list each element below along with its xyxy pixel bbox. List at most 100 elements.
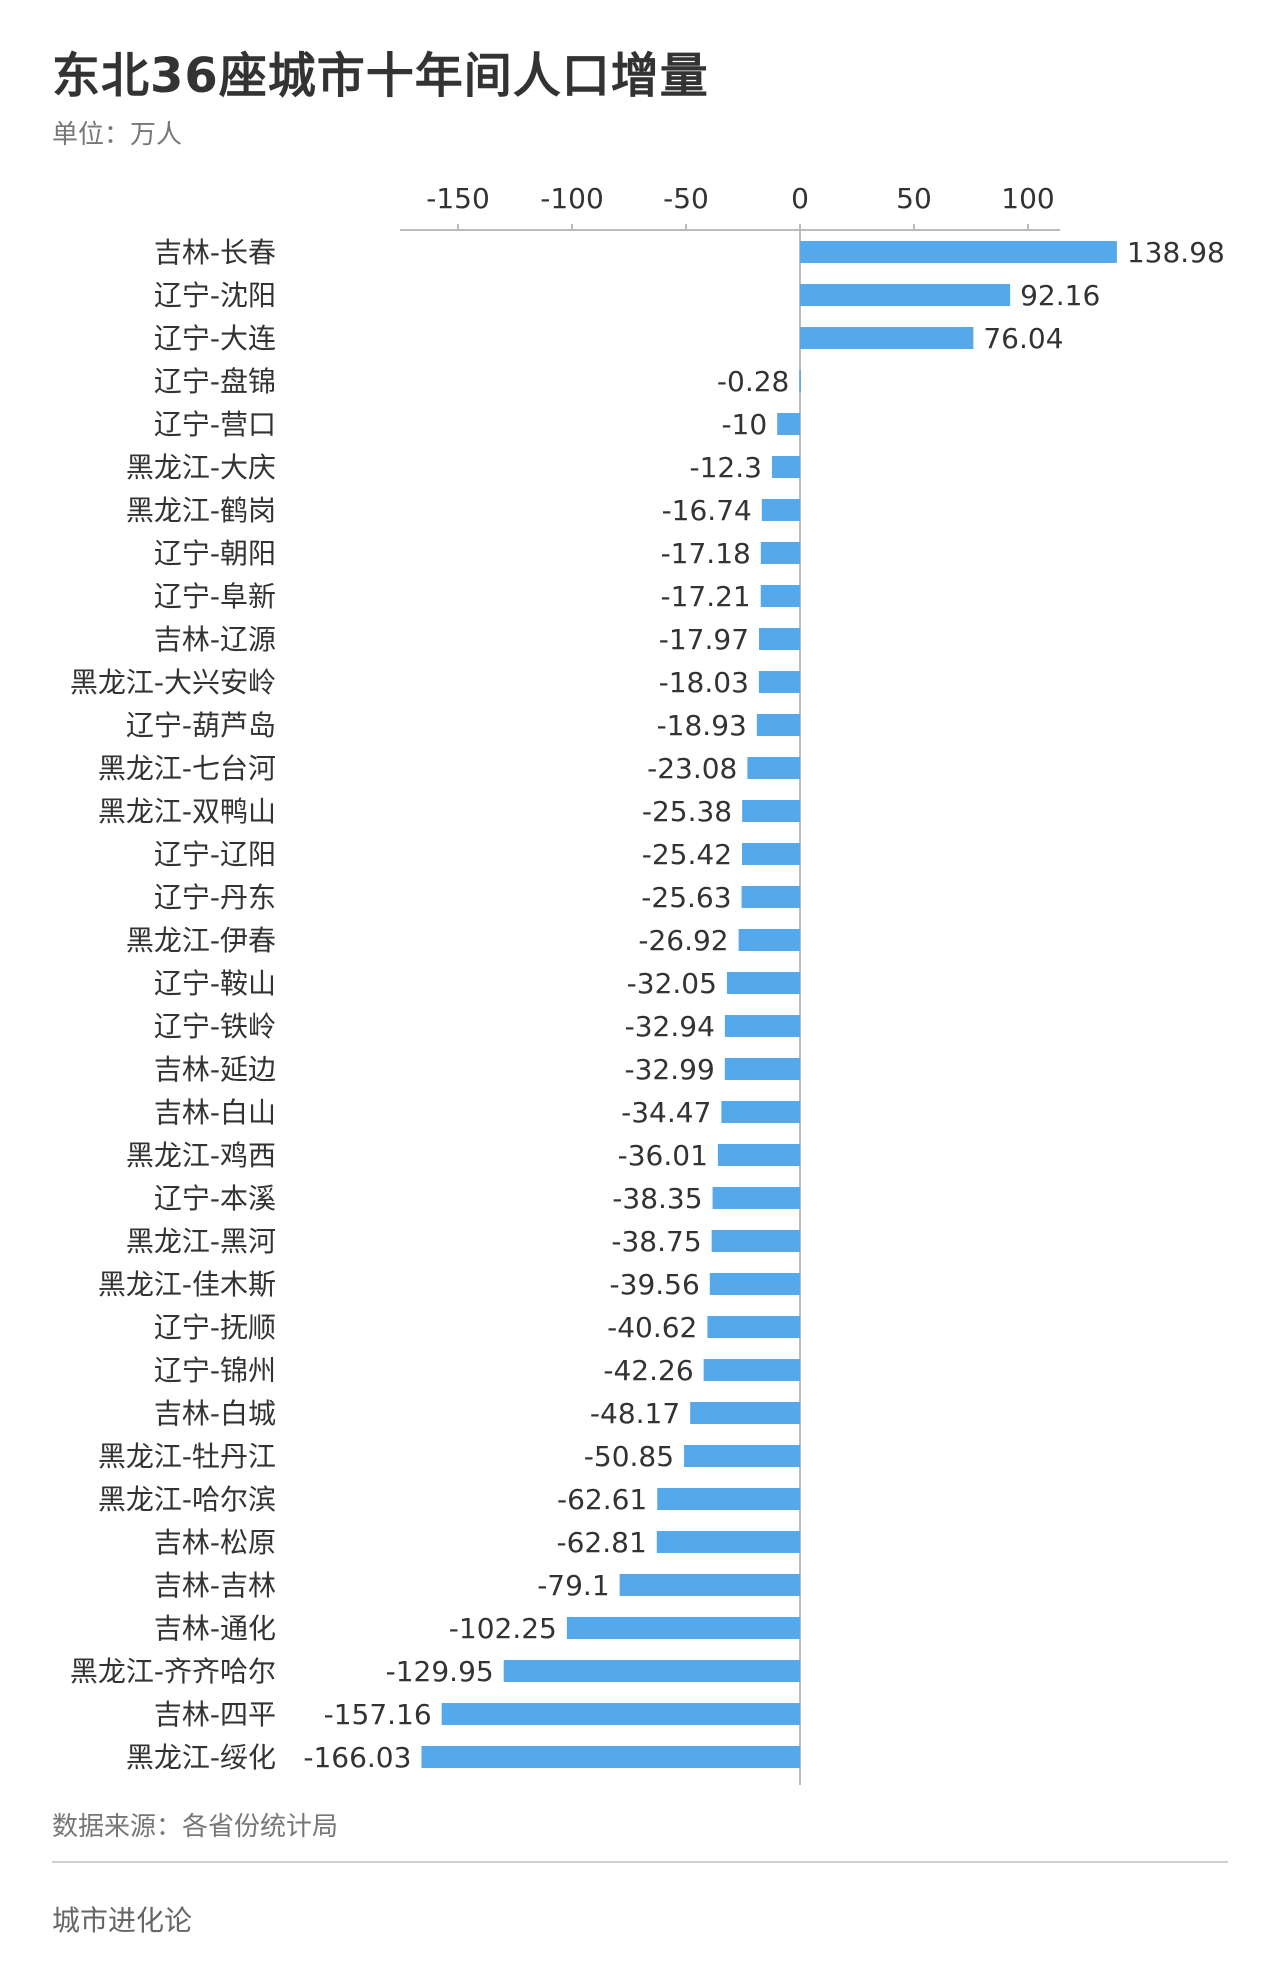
- value-label: 92.16: [1020, 279, 1100, 312]
- value-label: -48.17: [590, 1397, 680, 1430]
- bar: [656, 1531, 800, 1553]
- value-label: -40.62: [607, 1311, 697, 1344]
- bar-chart: -150 -100 -50 0 50 100 吉林-长春 138.98 辽宁-沈阳 92.16 辽…: [70, 182, 1225, 1785]
- value-label: -25.42: [642, 838, 732, 871]
- category-label: 吉林-松原: [154, 1526, 276, 1559]
- bar: [742, 843, 800, 865]
- category-label: 吉林-长春: [154, 236, 276, 269]
- value-label: -32.99: [625, 1053, 715, 1086]
- bar: [717, 1144, 800, 1166]
- bar: [726, 972, 800, 994]
- value-label: -32.94: [625, 1010, 715, 1043]
- category-label: 黑龙江-鸡西: [126, 1139, 276, 1172]
- brand-name: 城市进化论: [52, 1904, 193, 1937]
- bar: [741, 886, 800, 908]
- value-label: 76.04: [983, 322, 1063, 355]
- category-label: 黑龙江-伊春: [126, 924, 276, 957]
- x-tick-label: -150: [426, 182, 490, 215]
- bar: [760, 585, 800, 607]
- bar: [421, 1746, 800, 1768]
- value-label: -17.97: [659, 623, 749, 656]
- bar: [800, 284, 1011, 306]
- bar: [703, 1359, 800, 1381]
- bar: [777, 413, 800, 435]
- category-label: 黑龙江-哈尔滨: [98, 1483, 276, 1516]
- bar: [747, 757, 800, 779]
- value-label: -166.03: [303, 1741, 411, 1774]
- bar: [657, 1488, 800, 1510]
- bar: [800, 327, 974, 349]
- bar: [684, 1445, 800, 1467]
- category-label: 辽宁-铁岭: [154, 1010, 276, 1043]
- value-label: -12.3: [690, 451, 762, 484]
- bar: [707, 1316, 800, 1338]
- category-label: 黑龙江-齐齐哈尔: [70, 1655, 276, 1688]
- category-label: 辽宁-本溪: [154, 1182, 276, 1215]
- bar: [724, 1015, 800, 1037]
- bar: [759, 628, 800, 650]
- value-label: 138.98: [1127, 236, 1225, 269]
- bar: [799, 370, 801, 392]
- value-label: -25.63: [641, 881, 731, 914]
- chart-title: 东北36座城市十年间人口增量: [52, 48, 709, 104]
- data-source: 数据来源：各省份统计局: [52, 1812, 339, 1842]
- category-label: 辽宁-葫芦岛: [126, 709, 276, 742]
- bar: [760, 542, 800, 564]
- value-label: -50.85: [584, 1440, 674, 1473]
- bar: [566, 1617, 800, 1639]
- category-label: 辽宁-锦州: [154, 1354, 276, 1387]
- category-label: 黑龙江-绥化: [126, 1741, 276, 1774]
- bar: [690, 1402, 800, 1424]
- category-label: 黑龙江-双鸭山: [98, 795, 276, 828]
- value-label: -36.01: [618, 1139, 708, 1172]
- bar: [771, 456, 800, 478]
- bar: [709, 1273, 800, 1295]
- bar: [724, 1058, 800, 1080]
- category-label: 辽宁-丹东: [154, 881, 276, 914]
- x-tick-label: -100: [540, 182, 604, 215]
- value-label: -102.25: [449, 1612, 557, 1645]
- category-label: 辽宁-阜新: [154, 580, 276, 613]
- unit-label: 单位：万人: [52, 120, 183, 150]
- bar: [761, 499, 800, 521]
- bar: [738, 929, 800, 951]
- category-label: 辽宁-沈阳: [154, 279, 276, 312]
- value-label: -38.75: [611, 1225, 701, 1258]
- value-label: -17.18: [661, 537, 751, 570]
- bar: [800, 241, 1117, 263]
- category-label: 辽宁-盘锦: [154, 365, 276, 398]
- category-label: 辽宁-辽阳: [154, 838, 276, 871]
- category-label: 辽宁-营口: [154, 408, 276, 441]
- value-label: -0.28: [717, 365, 789, 398]
- category-label: 黑龙江-牡丹江: [98, 1440, 276, 1473]
- bar: [756, 714, 800, 736]
- value-label: -34.47: [621, 1096, 711, 1129]
- category-label: 吉林-辽源: [154, 623, 276, 656]
- value-label: -62.81: [557, 1526, 647, 1559]
- category-label: 辽宁-朝阳: [154, 537, 276, 570]
- x-tick-label: 50: [896, 182, 932, 215]
- value-label: -62.61: [557, 1483, 647, 1516]
- category-label: 黑龙江-鹤岗: [126, 494, 276, 527]
- category-label: 吉林-延边: [154, 1053, 276, 1086]
- bar: [758, 671, 800, 693]
- value-label: -157.16: [324, 1698, 432, 1731]
- category-label: 黑龙江-七台河: [98, 752, 276, 785]
- value-label: -18.93: [657, 709, 747, 742]
- category-label: 黑龙江-大庆: [126, 451, 276, 484]
- value-label: -39.56: [610, 1268, 700, 1301]
- category-label: 吉林-白城: [154, 1397, 276, 1430]
- value-label: -25.38: [642, 795, 732, 828]
- bar: [712, 1187, 800, 1209]
- bar: [619, 1574, 800, 1596]
- value-label: -79.1: [537, 1569, 609, 1602]
- value-label: -32.05: [627, 967, 717, 1000]
- value-label: -16.74: [662, 494, 752, 527]
- value-label: -42.26: [603, 1354, 693, 1387]
- category-label: 吉林-四平: [154, 1698, 276, 1731]
- value-label: -10: [721, 408, 767, 441]
- divider: [52, 1861, 1228, 1863]
- value-label: -23.08: [647, 752, 737, 785]
- category-label: 辽宁-大连: [154, 322, 276, 355]
- category-label: 吉林-通化: [154, 1612, 276, 1645]
